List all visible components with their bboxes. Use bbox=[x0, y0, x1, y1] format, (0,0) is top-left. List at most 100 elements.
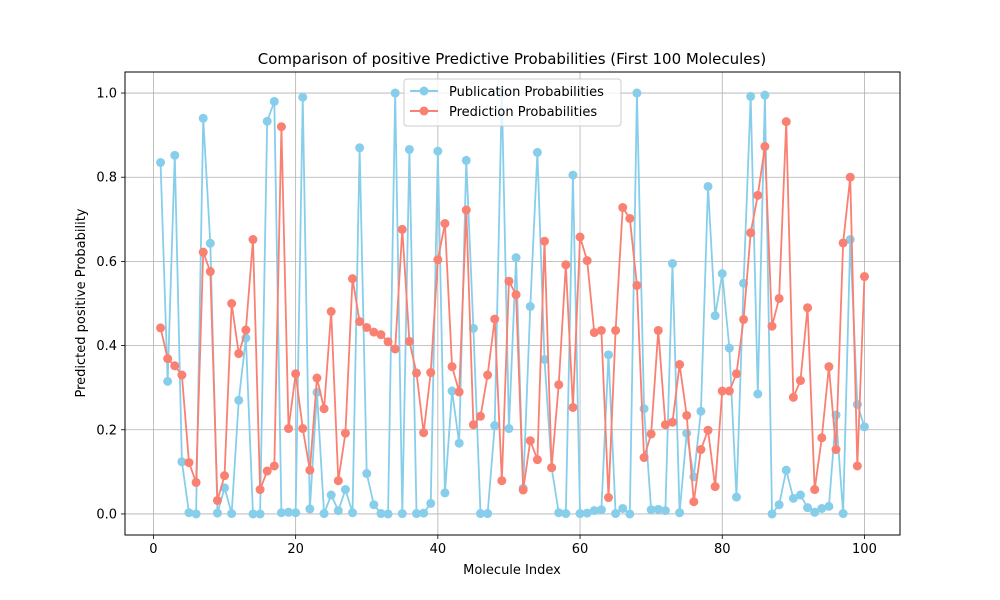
data-point bbox=[305, 465, 315, 475]
data-point bbox=[426, 368, 436, 378]
data-point bbox=[476, 411, 485, 421]
data-point bbox=[284, 424, 294, 434]
chart-title: Comparison of positive Predictive Probab… bbox=[258, 50, 766, 68]
data-point bbox=[333, 506, 343, 516]
data-point bbox=[163, 354, 173, 364]
data-point bbox=[376, 330, 386, 340]
legend-swatch-publication-marker bbox=[419, 86, 429, 96]
data-point bbox=[781, 465, 791, 475]
data-point bbox=[717, 386, 727, 396]
data-point bbox=[326, 490, 336, 500]
data-point bbox=[305, 504, 315, 514]
data-point bbox=[774, 293, 784, 303]
data-point bbox=[205, 238, 215, 248]
data-point bbox=[156, 158, 166, 167]
x-tick-label: 20 bbox=[287, 542, 304, 557]
data-point bbox=[554, 508, 564, 518]
data-point bbox=[675, 508, 685, 518]
data-point bbox=[653, 325, 663, 335]
data-point bbox=[618, 503, 628, 513]
data-point bbox=[611, 509, 621, 519]
series-layer bbox=[156, 88, 869, 519]
data-point bbox=[177, 370, 187, 380]
y-tick-label: 0.6 bbox=[96, 255, 117, 270]
data-point bbox=[362, 469, 372, 479]
data-point bbox=[667, 259, 677, 269]
data-point bbox=[497, 476, 507, 486]
data-point bbox=[639, 404, 649, 414]
data-point bbox=[710, 482, 720, 492]
data-point bbox=[767, 509, 777, 519]
data-point bbox=[298, 424, 308, 434]
data-point bbox=[255, 509, 265, 519]
data-point bbox=[333, 476, 343, 486]
data-point bbox=[340, 485, 350, 495]
data-point bbox=[504, 276, 514, 286]
data-point bbox=[376, 509, 386, 519]
data-point bbox=[476, 509, 485, 519]
data-point bbox=[419, 508, 429, 518]
data-point bbox=[234, 395, 244, 405]
ticks-layer: 0 20 40 60 80 100 0.0 0.2 0.4 0.6 0.8 1.0 bbox=[96, 87, 877, 557]
data-point bbox=[362, 322, 372, 332]
data-point bbox=[355, 143, 365, 153]
data-point bbox=[163, 376, 173, 386]
data-point bbox=[198, 247, 208, 257]
plot-frame bbox=[124, 71, 901, 536]
data-point bbox=[788, 493, 798, 503]
data-point bbox=[440, 488, 450, 498]
data-point bbox=[483, 370, 493, 380]
data-point bbox=[205, 267, 215, 277]
data-point bbox=[632, 280, 642, 290]
data-point bbox=[753, 190, 763, 200]
data-point bbox=[810, 507, 820, 517]
data-point bbox=[348, 274, 358, 284]
data-point bbox=[262, 466, 272, 476]
data-point bbox=[859, 272, 869, 282]
data-point bbox=[731, 369, 741, 379]
data-point bbox=[746, 228, 756, 238]
data-point bbox=[838, 509, 848, 519]
data-point bbox=[625, 509, 635, 519]
data-point bbox=[660, 506, 670, 516]
data-point bbox=[760, 90, 770, 100]
x-tick-label: 60 bbox=[572, 542, 589, 557]
data-point bbox=[561, 509, 571, 519]
data-point bbox=[276, 508, 286, 518]
data-point bbox=[184, 458, 194, 468]
data-point bbox=[447, 362, 457, 372]
data-point bbox=[547, 463, 557, 473]
data-point bbox=[255, 485, 265, 495]
data-point bbox=[824, 362, 834, 372]
data-point bbox=[483, 509, 493, 519]
data-point bbox=[404, 144, 414, 154]
data-point bbox=[568, 402, 578, 412]
data-point bbox=[369, 500, 379, 510]
data-point bbox=[696, 445, 706, 455]
data-point bbox=[319, 509, 329, 519]
data-point bbox=[298, 92, 308, 102]
data-point bbox=[397, 224, 407, 234]
data-point bbox=[227, 509, 237, 519]
data-point bbox=[191, 509, 201, 519]
data-point bbox=[170, 361, 180, 371]
data-point bbox=[248, 509, 258, 519]
data-point bbox=[611, 325, 621, 335]
data-point bbox=[831, 445, 841, 455]
data-point bbox=[490, 421, 500, 431]
data-point bbox=[212, 508, 222, 518]
data-point bbox=[525, 301, 535, 311]
data-point bbox=[803, 303, 813, 313]
data-point bbox=[703, 181, 713, 191]
data-point bbox=[696, 406, 706, 416]
data-point bbox=[241, 325, 251, 335]
data-point bbox=[284, 507, 294, 517]
data-point bbox=[646, 429, 656, 439]
y-tick-label: 0.8 bbox=[96, 171, 117, 186]
data-point bbox=[710, 311, 720, 321]
series-line bbox=[159, 120, 866, 503]
data-point bbox=[532, 455, 542, 465]
data-point bbox=[440, 219, 450, 229]
data-point bbox=[348, 508, 358, 518]
